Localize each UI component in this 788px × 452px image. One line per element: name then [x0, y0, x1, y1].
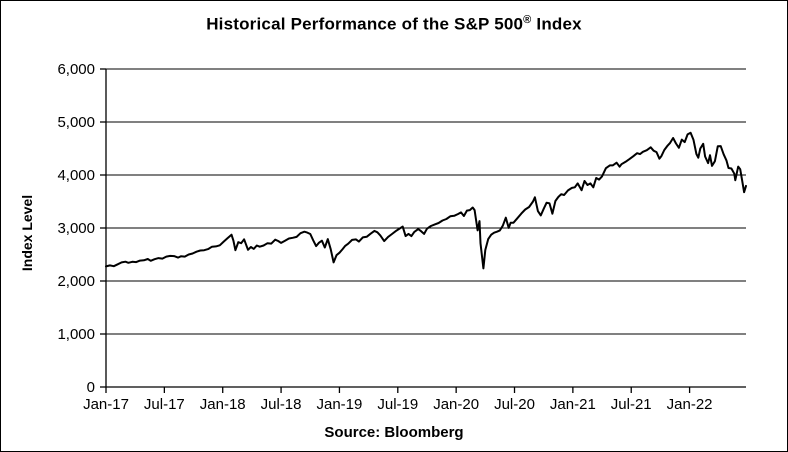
y-tick-label: 2,000: [57, 273, 95, 290]
x-tick-label: Jul-20: [494, 396, 535, 413]
y-axis-title: Index Level: [19, 195, 35, 271]
chart-title-text: Historical Performance of the S&P 500: [206, 14, 524, 34]
chart-title: Historical Performance of the S&P 500® I…: [1, 14, 787, 35]
x-tick-label: Jan-22: [667, 396, 713, 413]
y-tick-label: 5,000: [57, 114, 95, 131]
x-tick-label: Jan-19: [316, 396, 362, 413]
x-tick-label: Jul-17: [144, 396, 185, 413]
chart-title-suffix: Index: [531, 14, 582, 34]
y-tick-label: 4,000: [57, 167, 95, 184]
x-tick-label: Jul-19: [377, 396, 418, 413]
y-tick-label: 0: [87, 379, 95, 396]
x-tick-label: Jul-21: [611, 396, 652, 413]
x-tick-label: Jan-18: [200, 396, 246, 413]
y-tick-label: 6,000: [57, 61, 95, 78]
x-tick-label: Jan-17: [83, 396, 129, 413]
x-tick-label: Jan-21: [550, 396, 596, 413]
x-tick-label: Jul-18: [261, 396, 302, 413]
registered-trademark-symbol: ®: [523, 14, 532, 26]
price-line: [105, 131, 747, 270]
y-tick-label: 1,000: [57, 326, 95, 343]
y-tick-label: 3,000: [57, 220, 95, 237]
x-tick-label: Jan-20: [433, 396, 479, 413]
source-label: Source: Bloomberg: [324, 424, 464, 441]
